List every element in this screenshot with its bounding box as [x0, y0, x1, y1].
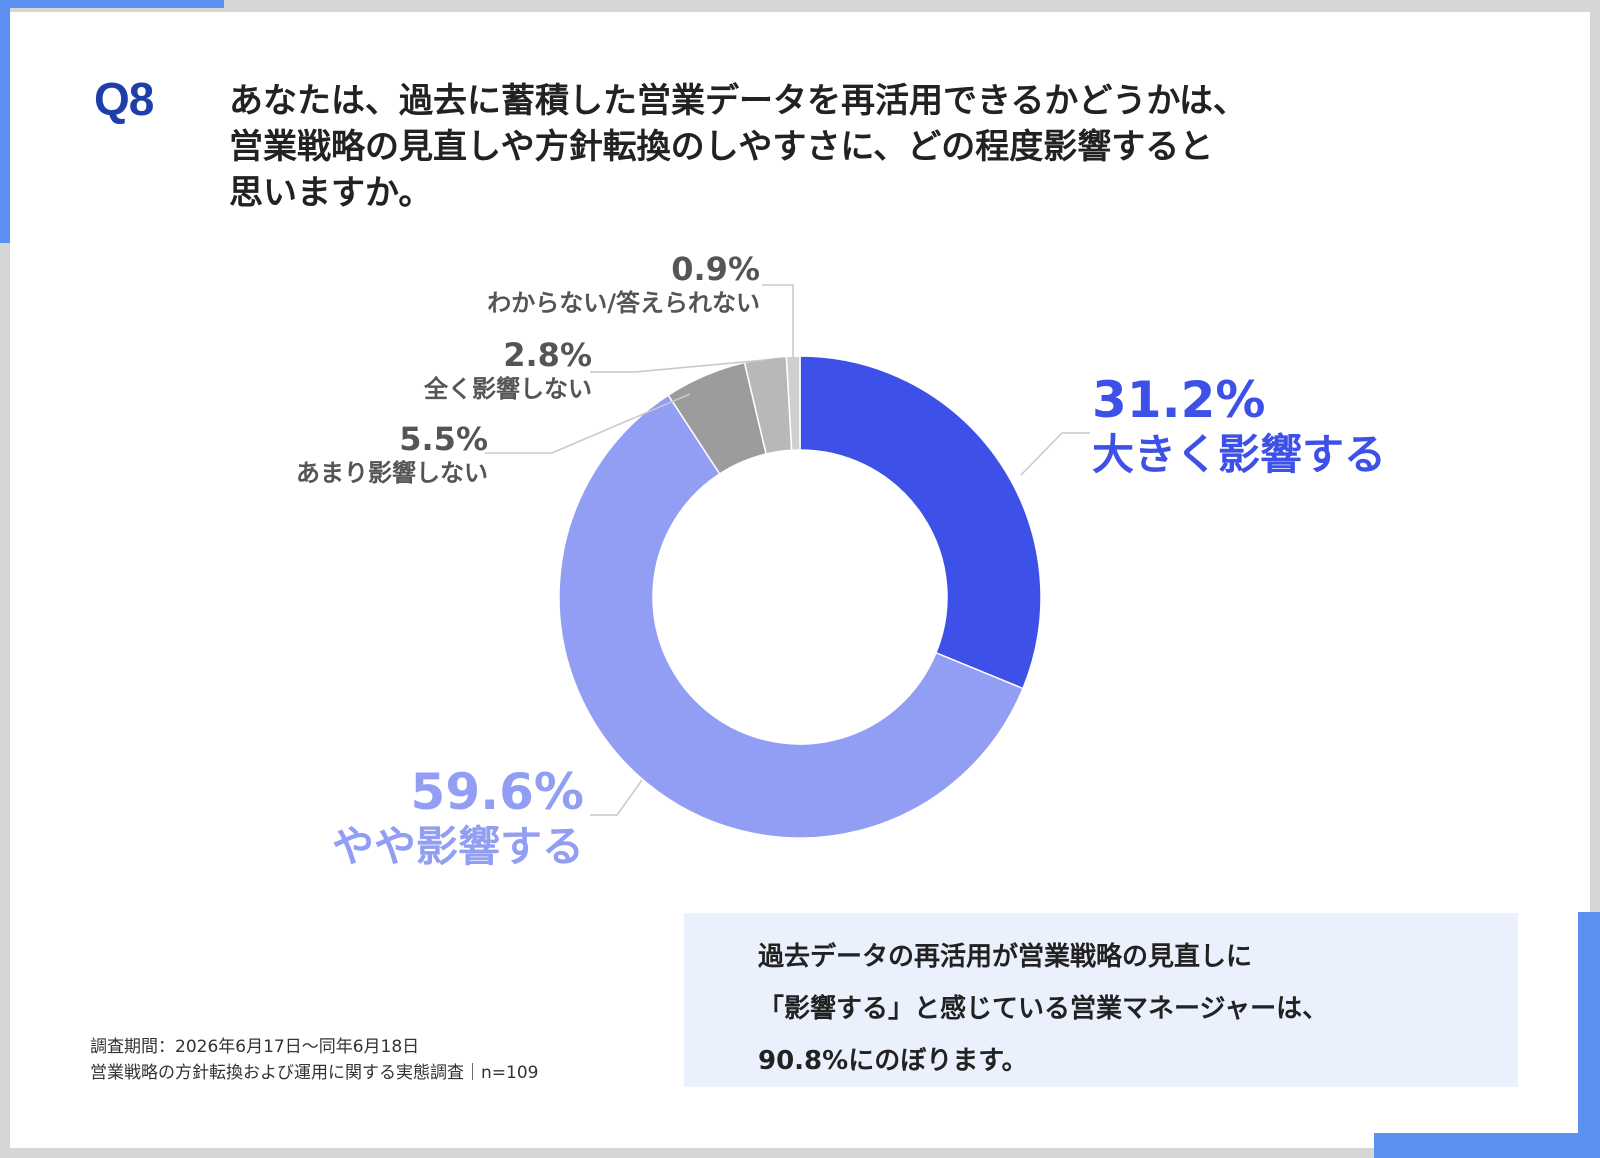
slice-label-unknown: 0.9% わからない/答えられない — [487, 250, 760, 318]
question-line: あなたは、過去に蓄積した営業データを再活用できるかどうかは、 — [229, 81, 1247, 121]
slice-value-label: 2.8% — [503, 336, 592, 374]
question-line: 思いますか。 — [229, 173, 433, 213]
survey-period: 調査期間：2026年6月17日～同年6月18日 — [90, 1037, 420, 1057]
corner-accent-top-left — [0, 0, 224, 8]
summary-box: 過去データの再活用が営業戦略の見直しに 「影響する」と感じている営業マネージャー… — [684, 913, 1518, 1087]
question-text: あなたは、過去に蓄積した営業データを再活用できるかどうかは、 営業戦略の見直しや… — [229, 78, 1429, 216]
slice-category-label: 全く影響しない — [424, 375, 592, 403]
leader-line-some-impact — [590, 779, 643, 816]
donut-slice-large-impact — [799, 355, 1042, 690]
summary-line: 90.8%にのぼります。 — [758, 1046, 1028, 1076]
slice-category-label: やや影響する — [331, 822, 584, 871]
summary-line: 過去データの再活用が営業戦略の見直しに — [758, 942, 1253, 972]
corner-accent-bottom — [1374, 1133, 1600, 1158]
question-line: 営業戦略の見直しや方針転換のしやすさに、どの程度影響すると — [229, 127, 1214, 167]
question-number: Q8 — [94, 73, 154, 125]
slice-label-no-impact: 2.8% 全く影響しない — [424, 336, 592, 404]
donut-slice-unknown — [785, 355, 801, 452]
corner-accent-bottom-right — [1578, 912, 1600, 1158]
survey-title: 営業戦略の方針転換および運用に関する実態調査｜n=109 — [90, 1063, 539, 1083]
slice-value-label: 31.2% — [1092, 371, 1266, 429]
donut-slice-some-impact — [558, 394, 1024, 839]
slice-category-label: 大きく影響する — [1092, 430, 1387, 479]
survey-footnote: 調査期間：2026年6月17日～同年6月18日 営業戦略の方針転換および運用に関… — [90, 1034, 538, 1086]
leader-line-little-impact — [485, 393, 691, 454]
slice-label-large-impact: 31.2% 大きく影響する — [1092, 372, 1386, 482]
slice-value-label: 59.6% — [410, 763, 584, 821]
summary-line: 「影響する」と感じている営業マネージャーは、 — [758, 994, 1329, 1024]
slice-value-label: 5.5% — [399, 420, 488, 458]
summary-text: 過去データの再活用が営業戦略の見直しに 「影響する」と感じている営業マネージャー… — [758, 931, 1328, 1087]
slice-category-label: あまり影響しない — [296, 459, 488, 487]
leader-line-unknown — [762, 284, 794, 357]
leader-line-no-impact — [590, 359, 766, 373]
slice-category-label: わからない/答えられない — [487, 289, 760, 317]
corner-accent-left — [0, 0, 10, 243]
slice-value-label: 0.9% — [671, 250, 760, 288]
slice-label-little-impact: 5.5% あまり影響しない — [296, 420, 488, 488]
slice-label-some-impact: 59.6% やや影響する — [332, 764, 584, 874]
leader-line-large-impact — [1020, 432, 1090, 476]
